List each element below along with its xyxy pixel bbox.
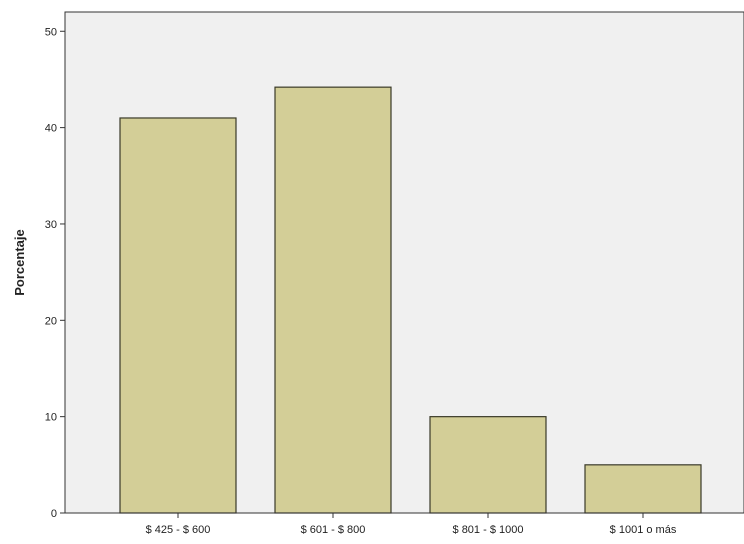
x-axis-ticks: $ 425 - $ 600 $ 601 - $ 800 $ 801 - $ 1000… <box>146 513 677 536</box>
bar-1 <box>119 117 237 514</box>
x-tick-label: $ 601 - $ 800 <box>301 524 366 536</box>
y-tick-label: 30 <box>45 219 57 231</box>
y-tick-label: 50 <box>45 26 57 38</box>
x-tick-label: $ 801 - $ 1000 <box>453 524 524 536</box>
x-tick-label: $ 425 - $ 600 <box>146 524 211 536</box>
y-axis-ticks: 0 10 20 30 40 50 <box>45 26 65 520</box>
bar-3 <box>429 416 547 514</box>
x-tick-label: $ 1001 o más <box>610 524 677 536</box>
bar-2 <box>274 86 392 514</box>
y-axis-label: Porcentaje <box>12 229 27 295</box>
y-tick-label: 40 <box>45 123 57 135</box>
bar-4 <box>584 464 702 514</box>
y-tick-label: 0 <box>51 508 57 520</box>
y-tick-label: 20 <box>45 315 57 327</box>
y-tick-label: 10 <box>45 412 57 424</box>
